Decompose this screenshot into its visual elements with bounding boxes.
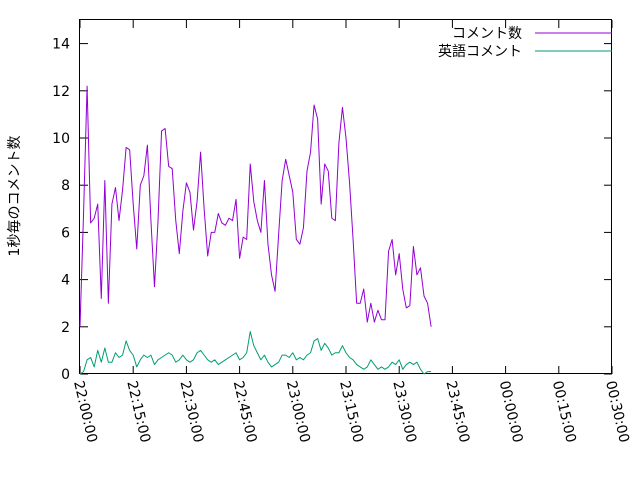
x-tick-label: 00:00:00	[496, 379, 526, 444]
y-tick-label: 14	[52, 37, 70, 53]
legend-label: コメント数	[452, 26, 522, 42]
legend-label: 英語コメント	[438, 43, 522, 60]
y-tick-label: 4	[61, 273, 70, 289]
series-line-1	[79, 85, 432, 327]
x-tick-label: 23:30:00	[389, 379, 419, 444]
x-tick-label: 00:15:00	[549, 379, 579, 444]
y-tick-label: 12	[52, 84, 70, 100]
series-line-2	[79, 331, 432, 375]
x-tick-label: 22:45:00	[230, 379, 260, 444]
x-tick-label: 23:15:00	[336, 379, 366, 444]
y-tick-label: 8	[61, 178, 70, 194]
y-axis-label: 1秒毎のコメント数	[7, 136, 23, 257]
x-tick-label: 22:15:00	[123, 379, 153, 444]
y-tick-label: 6	[61, 225, 70, 241]
y-tick-label: 10	[52, 131, 70, 147]
x-tick-label: 22:30:00	[177, 379, 207, 444]
series-lines	[79, 85, 432, 375]
x-axis: 22:00:00 22:15:00 22:30:00 22:45:00 23:00:00…	[70, 20, 632, 444]
y-axis: 0 2 4 6 8 10 12 14	[52, 37, 612, 383]
x-tick-label: 22:00:00	[70, 379, 100, 444]
x-tick-label: 23:00:00	[283, 379, 313, 444]
x-tick-label: 00:30:00	[602, 379, 632, 444]
x-tick-label: 23:45:00	[443, 379, 473, 444]
y-tick-label: 2	[61, 320, 70, 336]
y-tick-label: 0	[61, 367, 70, 383]
